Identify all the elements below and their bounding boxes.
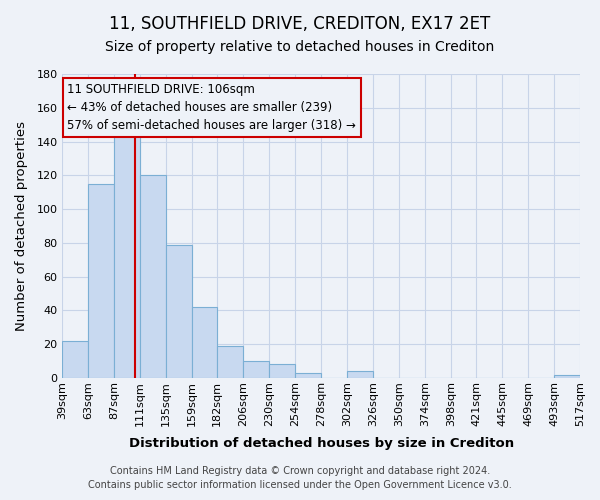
Bar xyxy=(554,374,580,378)
Bar xyxy=(192,307,217,378)
Bar xyxy=(269,364,295,378)
Bar xyxy=(62,341,88,378)
X-axis label: Distribution of detached houses by size in Crediton: Distribution of detached houses by size … xyxy=(128,437,514,450)
Text: 11, SOUTHFIELD DRIVE, CREDITON, EX17 2ET: 11, SOUTHFIELD DRIVE, CREDITON, EX17 2ET xyxy=(109,15,491,33)
Bar xyxy=(115,130,140,378)
Y-axis label: Number of detached properties: Number of detached properties xyxy=(15,121,28,331)
Bar xyxy=(295,373,321,378)
Bar xyxy=(347,371,373,378)
Bar xyxy=(166,244,192,378)
Text: Size of property relative to detached houses in Crediton: Size of property relative to detached ho… xyxy=(106,40,494,54)
Text: 11 SOUTHFIELD DRIVE: 106sqm
← 43% of detached houses are smaller (239)
57% of se: 11 SOUTHFIELD DRIVE: 106sqm ← 43% of det… xyxy=(67,83,356,132)
Bar xyxy=(88,184,115,378)
Bar xyxy=(217,346,243,378)
Bar xyxy=(243,361,269,378)
Bar xyxy=(140,176,166,378)
Text: Contains HM Land Registry data © Crown copyright and database right 2024.
Contai: Contains HM Land Registry data © Crown c… xyxy=(88,466,512,490)
